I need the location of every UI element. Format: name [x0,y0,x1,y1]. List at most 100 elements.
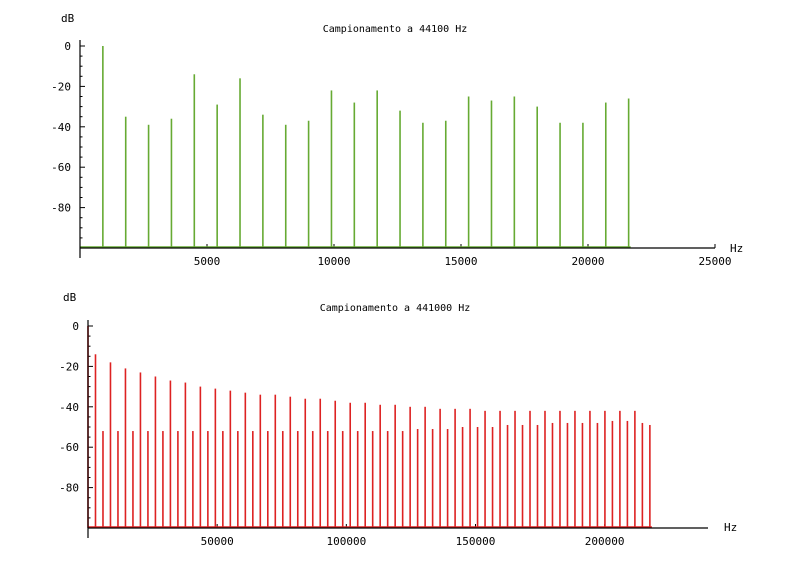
spectral-line [222,431,224,528]
spectral-line [184,382,187,528]
spectral-line [514,410,516,528]
y-tick-label: 0 [72,320,79,333]
spectral-line [199,386,202,528]
spectral-line [376,90,378,248]
spectral-line [274,394,277,528]
spectral-line [192,431,194,528]
spectral-line [162,431,164,528]
spectral-line [281,431,284,528]
spectral-line [589,410,591,528]
spectral-line [94,354,97,528]
x-tick-label: 15000 [444,255,477,268]
y-ticks: 0 -20 -40 -60 -80 [51,40,85,239]
y-tick-label: -20 [51,80,71,93]
spectral-line [529,410,531,528]
x-tick-label: 150000 [456,535,496,548]
spectral-line [109,362,112,528]
spectral-line [139,372,142,528]
spectral-line [399,110,401,248]
spectral-line [446,429,449,528]
spectral-line [237,431,239,528]
spectral-line [319,398,322,528]
spectral-line [207,431,209,528]
spectral-line [177,431,179,528]
spectral-line [626,420,629,528]
spectral-line [627,98,630,249]
y-tick-label: -60 [59,441,79,454]
spectral-line [566,422,569,528]
spectral-line [262,114,264,249]
spectral-line [596,422,599,528]
spectral-line [307,120,310,248]
spectral-line [193,74,196,248]
spectral-line [431,429,434,528]
spectral-line [416,429,419,528]
spectral-line [604,102,607,248]
spectral-line [544,410,546,528]
spectral-line [506,424,509,528]
spectral-line [476,427,479,528]
spectral-line [259,394,262,528]
spectral-line [289,396,292,528]
y-axis-label: dB [61,12,75,25]
bars [87,326,652,528]
spectral-line [124,116,127,248]
spectral-line [422,122,424,248]
spectral-line [349,402,352,528]
spectral-line [574,410,576,528]
chart-title: Campionamento a 44100 Hz [323,24,468,35]
spectral-line [649,424,651,528]
spectral-line [326,431,329,528]
y-tick-label: -80 [51,202,71,215]
spectral-line [461,427,464,528]
spectral-line [551,422,554,528]
spectral-line [102,46,104,248]
spectral-line [521,424,524,528]
spectral-line [484,410,486,528]
y-axis-label: dB [63,291,77,304]
spectral-line [170,118,173,248]
spectral-line [439,408,441,528]
y-tick-label: -40 [51,121,71,134]
spectral-line [401,431,404,528]
spectral-line [491,427,494,528]
spectral-line [296,431,299,528]
x-tick-label: 25000 [698,255,731,268]
spectral-line [124,368,127,528]
x-tick-label: 10000 [317,255,350,268]
y-tick-label: -20 [59,360,79,373]
spectral-line [353,102,356,248]
x-tick-label: 50000 [201,535,234,548]
x-axis-label: Hz [724,521,737,534]
spectral-line [379,404,381,528]
spectral-line [611,420,614,528]
spectral-line [513,96,516,248]
spectral-line [132,431,134,528]
spectral-line [356,431,359,528]
spectral-line [536,106,538,248]
spectral-line [239,78,241,248]
spectral-line [311,431,314,528]
spectral-line [581,422,584,528]
y-ticks: 0 -20 -40 -60 -80 [59,320,93,519]
spectral-line [147,124,150,248]
spectral-line [244,392,247,528]
x-ticks: 50000 100000 150000 200000 [201,524,625,548]
y-tick-label: -60 [51,161,71,174]
spectral-line [117,431,119,528]
y-tick-label: -40 [59,401,79,414]
spectral-line [364,402,366,528]
x-axis-label: Hz [730,242,743,255]
spectral-line [490,100,493,248]
spectral-line [582,122,584,248]
chart-title: Campionamento a 441000 Hz [320,303,471,314]
spectral-line [267,431,269,528]
bars [80,46,631,249]
spectral-line [214,388,217,528]
spectral-line [424,406,426,528]
x-tick-label: 5000 [194,255,221,268]
spectral-line [469,408,471,528]
chart-44100: Campionamento a 44100 Hz dB Hz 0 -20 -40 -6… [51,12,743,268]
spectral-line [304,398,307,528]
y-tick-label: 0 [64,40,71,53]
